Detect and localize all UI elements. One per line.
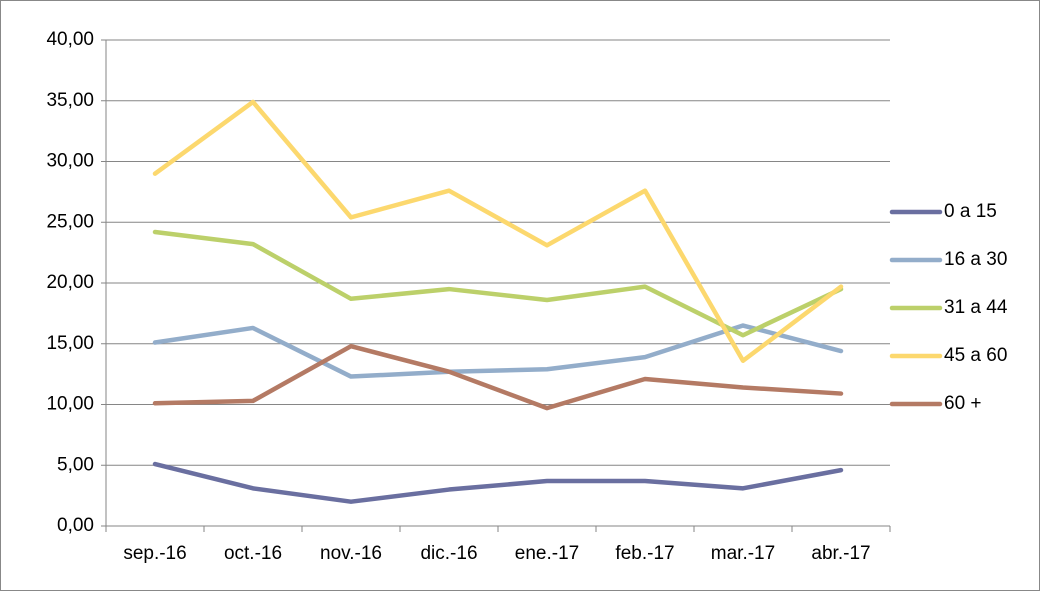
series-line — [152, 229, 844, 338]
series-line — [152, 461, 844, 504]
legend-label: 16 a 30 — [944, 249, 1007, 270]
x-tick-label: nov.-16 — [320, 543, 382, 564]
series-line — [152, 343, 844, 411]
x-tick-label: mar.-17 — [711, 543, 775, 564]
y-tick-label: 35,00 — [46, 90, 94, 111]
y-tick-label: 5,00 — [57, 454, 94, 475]
x-tick-label: sep.-16 — [123, 543, 186, 564]
legend-label: 45 a 60 — [944, 345, 1007, 366]
legend-label: 31 a 44 — [944, 297, 1008, 318]
y-tick-label: 10,00 — [46, 394, 94, 415]
x-tick-label: oct.-16 — [224, 543, 282, 564]
x-tick-label: feb.-17 — [615, 543, 674, 564]
legend-label: 60 + — [944, 393, 982, 414]
x-tick-label: ene.-17 — [515, 543, 579, 564]
y-tick-label: 25,00 — [46, 211, 94, 232]
y-tick-label: 0,00 — [57, 515, 94, 536]
legend-label: 0 a 15 — [944, 201, 997, 222]
y-tick-label: 30,00 — [46, 151, 94, 172]
x-tick-label: dic.-16 — [420, 543, 477, 564]
x-tick-label: abr.-17 — [811, 543, 870, 564]
series-line — [152, 99, 844, 364]
y-tick-label: 20,00 — [46, 272, 94, 293]
y-tick-label: 40,00 — [46, 29, 94, 50]
y-tick-label: 15,00 — [46, 333, 94, 354]
